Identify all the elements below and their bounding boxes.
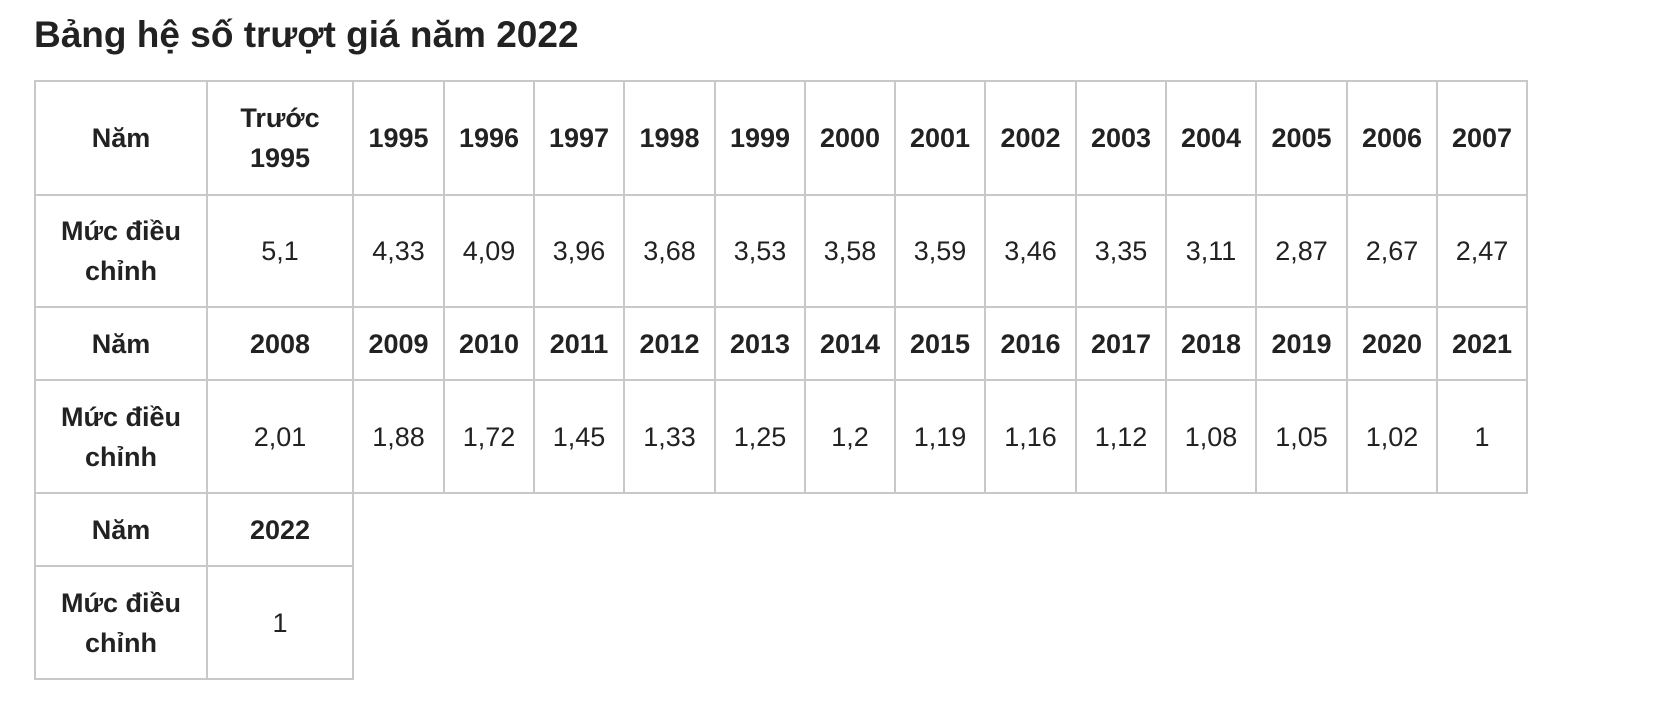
coefficient-cell: 1,25 <box>714 379 806 494</box>
coefficient-cell: 3,59 <box>894 194 986 308</box>
empty-cell <box>1256 566 1347 679</box>
coefficient-cell: 5,1 <box>206 194 354 308</box>
page-title: Bảng hệ số trượt giá năm 2022 <box>34 14 579 55</box>
empty-cell <box>895 493 985 566</box>
empty-cell <box>534 566 624 679</box>
year-cell: 2017 <box>1075 306 1167 381</box>
coefficient-row: Mức điều chỉnh 2,01 1,88 1,72 1,45 1,33 1,25 1,… <box>34 379 1528 494</box>
year-cell: 2005 <box>1255 80 1348 196</box>
year-row: Năm 2008 2009 2010 2011 2012 2013 2014 2015 2016 2… <box>34 306 1528 381</box>
coefficient-cell: 1,45 <box>533 379 625 494</box>
coefficient-cell: 2,01 <box>206 379 354 494</box>
empty-cell <box>1437 566 1527 679</box>
year-cell: 2016 <box>984 306 1077 381</box>
year-cell: 2019 <box>1255 306 1348 381</box>
coefficient-row-label: Mức điều chỉnh <box>34 194 208 308</box>
year-cell: 2002 <box>984 80 1077 196</box>
year-row: Năm 2022 <box>34 492 1527 567</box>
year-cell: 2010 <box>443 306 535 381</box>
empty-cell <box>805 566 895 679</box>
coefficient-row-label: Mức điều chỉnh <box>34 379 208 494</box>
year-cell: 2018 <box>1165 306 1257 381</box>
year-cell: 1995 <box>352 80 445 196</box>
year-cell: 2009 <box>352 306 445 381</box>
year-cell: 2008 <box>206 306 354 381</box>
coefficient-cell: 4,09 <box>443 194 535 308</box>
year-cell: 2012 <box>623 306 716 381</box>
year-cell: 2014 <box>804 306 896 381</box>
year-cell: 1999 <box>714 80 806 196</box>
empty-cell <box>1437 493 1527 566</box>
year-cell: 2011 <box>533 306 625 381</box>
coefficient-cell: 1 <box>206 565 354 680</box>
coefficient-cell: 1,16 <box>984 379 1077 494</box>
empty-cell <box>1166 493 1256 566</box>
year-cell: 2003 <box>1075 80 1167 196</box>
coefficient-cell: 2,67 <box>1346 194 1438 308</box>
coefficient-cell: 2,87 <box>1255 194 1348 308</box>
empty-cell <box>895 566 985 679</box>
empty-cell <box>1076 566 1166 679</box>
empty-cell <box>715 493 805 566</box>
coefficient-cell: 2,47 <box>1436 194 1528 308</box>
year-cell: Trước 1995 <box>206 80 354 196</box>
empty-cell <box>624 493 715 566</box>
coefficient-row: Mức điều chỉnh 1 <box>34 565 1527 680</box>
coefficient-cell: 4,33 <box>352 194 445 308</box>
year-row-label: Năm <box>34 492 208 567</box>
coefficient-cell: 1,08 <box>1165 379 1257 494</box>
year-cell: 2021 <box>1436 306 1528 381</box>
year-cell: 2022 <box>206 492 354 567</box>
coefficient-cell: 3,35 <box>1075 194 1167 308</box>
coefficient-row: Mức điều chỉnh 5,1 4,33 4,09 3,96 3,68 3,53 3,5… <box>34 194 1528 308</box>
year-cell: 2020 <box>1346 306 1438 381</box>
coefficient-row-label: Mức điều chỉnh <box>34 565 208 680</box>
year-row: Năm Trước 1995 1995 1996 1997 1998 1999 2000 200… <box>34 80 1528 196</box>
coefficient-cell: 1 <box>1436 379 1528 494</box>
empty-cell <box>1347 493 1437 566</box>
inflation-coefficient-table: Năm Trước 1995 1995 1996 1997 1998 1999 2000 200… <box>34 80 1528 680</box>
year-cell: 2004 <box>1165 80 1257 196</box>
empty-cell <box>1166 566 1256 679</box>
coefficient-cell: 1,88 <box>352 379 445 494</box>
year-cell: 1998 <box>623 80 716 196</box>
empty-cell <box>985 493 1076 566</box>
coefficient-cell: 1,72 <box>443 379 535 494</box>
year-cell: 2006 <box>1346 80 1438 196</box>
coefficient-cell: 3,58 <box>804 194 896 308</box>
year-row-label: Năm <box>34 80 208 196</box>
coefficient-cell: 1,05 <box>1255 379 1348 494</box>
coefficient-cell: 3,46 <box>984 194 1077 308</box>
coefficient-cell: 3,11 <box>1165 194 1257 308</box>
year-cell: 2007 <box>1436 80 1528 196</box>
empty-cell <box>805 493 895 566</box>
empty-cell <box>353 566 444 679</box>
empty-cell <box>715 566 805 679</box>
coefficient-cell: 1,19 <box>894 379 986 494</box>
coefficient-cell: 1,02 <box>1346 379 1438 494</box>
empty-cell <box>444 493 534 566</box>
year-cell: 2000 <box>804 80 896 196</box>
empty-cell <box>1347 566 1437 679</box>
year-cell: 2015 <box>894 306 986 381</box>
year-cell: 2001 <box>894 80 986 196</box>
empty-cell <box>444 566 534 679</box>
coefficient-cell: 3,96 <box>533 194 625 308</box>
empty-cell <box>1076 493 1166 566</box>
year-cell: 2013 <box>714 306 806 381</box>
year-row-label: Năm <box>34 306 208 381</box>
empty-cell <box>624 566 715 679</box>
coefficient-cell: 3,53 <box>714 194 806 308</box>
empty-cell <box>353 493 444 566</box>
year-cell: 1996 <box>443 80 535 196</box>
coefficient-cell: 3,68 <box>623 194 716 308</box>
coefficient-cell: 1,12 <box>1075 379 1167 494</box>
empty-cell <box>534 493 624 566</box>
empty-cell <box>985 566 1076 679</box>
coefficient-cell: 1,2 <box>804 379 896 494</box>
empty-cell <box>1256 493 1347 566</box>
coefficient-cell: 1,33 <box>623 379 716 494</box>
year-cell: 1997 <box>533 80 625 196</box>
